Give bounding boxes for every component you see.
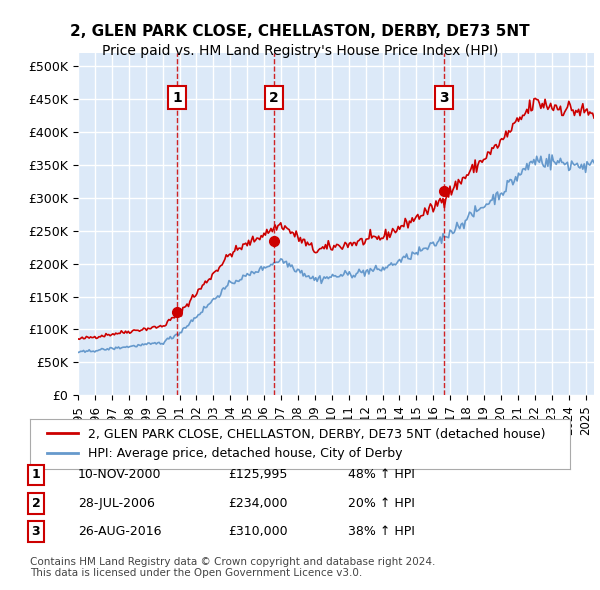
Text: 2: 2: [269, 91, 278, 104]
Text: 26-AUG-2016: 26-AUG-2016: [78, 525, 161, 538]
Legend: 2, GLEN PARK CLOSE, CHELLASTON, DERBY, DE73 5NT (detached house), HPI: Average p: 2, GLEN PARK CLOSE, CHELLASTON, DERBY, D…: [41, 423, 550, 465]
Text: £310,000: £310,000: [228, 525, 287, 538]
Text: 2, GLEN PARK CLOSE, CHELLASTON, DERBY, DE73 5NT: 2, GLEN PARK CLOSE, CHELLASTON, DERBY, D…: [70, 24, 530, 38]
Text: Contains HM Land Registry data © Crown copyright and database right 2024.
This d: Contains HM Land Registry data © Crown c…: [30, 556, 436, 578]
Text: 1: 1: [172, 91, 182, 104]
Text: 2: 2: [32, 497, 40, 510]
Text: 10-NOV-2000: 10-NOV-2000: [78, 468, 161, 481]
Text: 3: 3: [439, 91, 449, 104]
Text: 28-JUL-2006: 28-JUL-2006: [78, 497, 155, 510]
Text: 38% ↑ HPI: 38% ↑ HPI: [348, 525, 415, 538]
Text: 3: 3: [32, 525, 40, 538]
Text: £234,000: £234,000: [228, 497, 287, 510]
Text: 48% ↑ HPI: 48% ↑ HPI: [348, 468, 415, 481]
Text: Price paid vs. HM Land Registry's House Price Index (HPI): Price paid vs. HM Land Registry's House …: [102, 44, 498, 58]
Text: 20% ↑ HPI: 20% ↑ HPI: [348, 497, 415, 510]
Text: 1: 1: [32, 468, 40, 481]
Text: £125,995: £125,995: [228, 468, 287, 481]
